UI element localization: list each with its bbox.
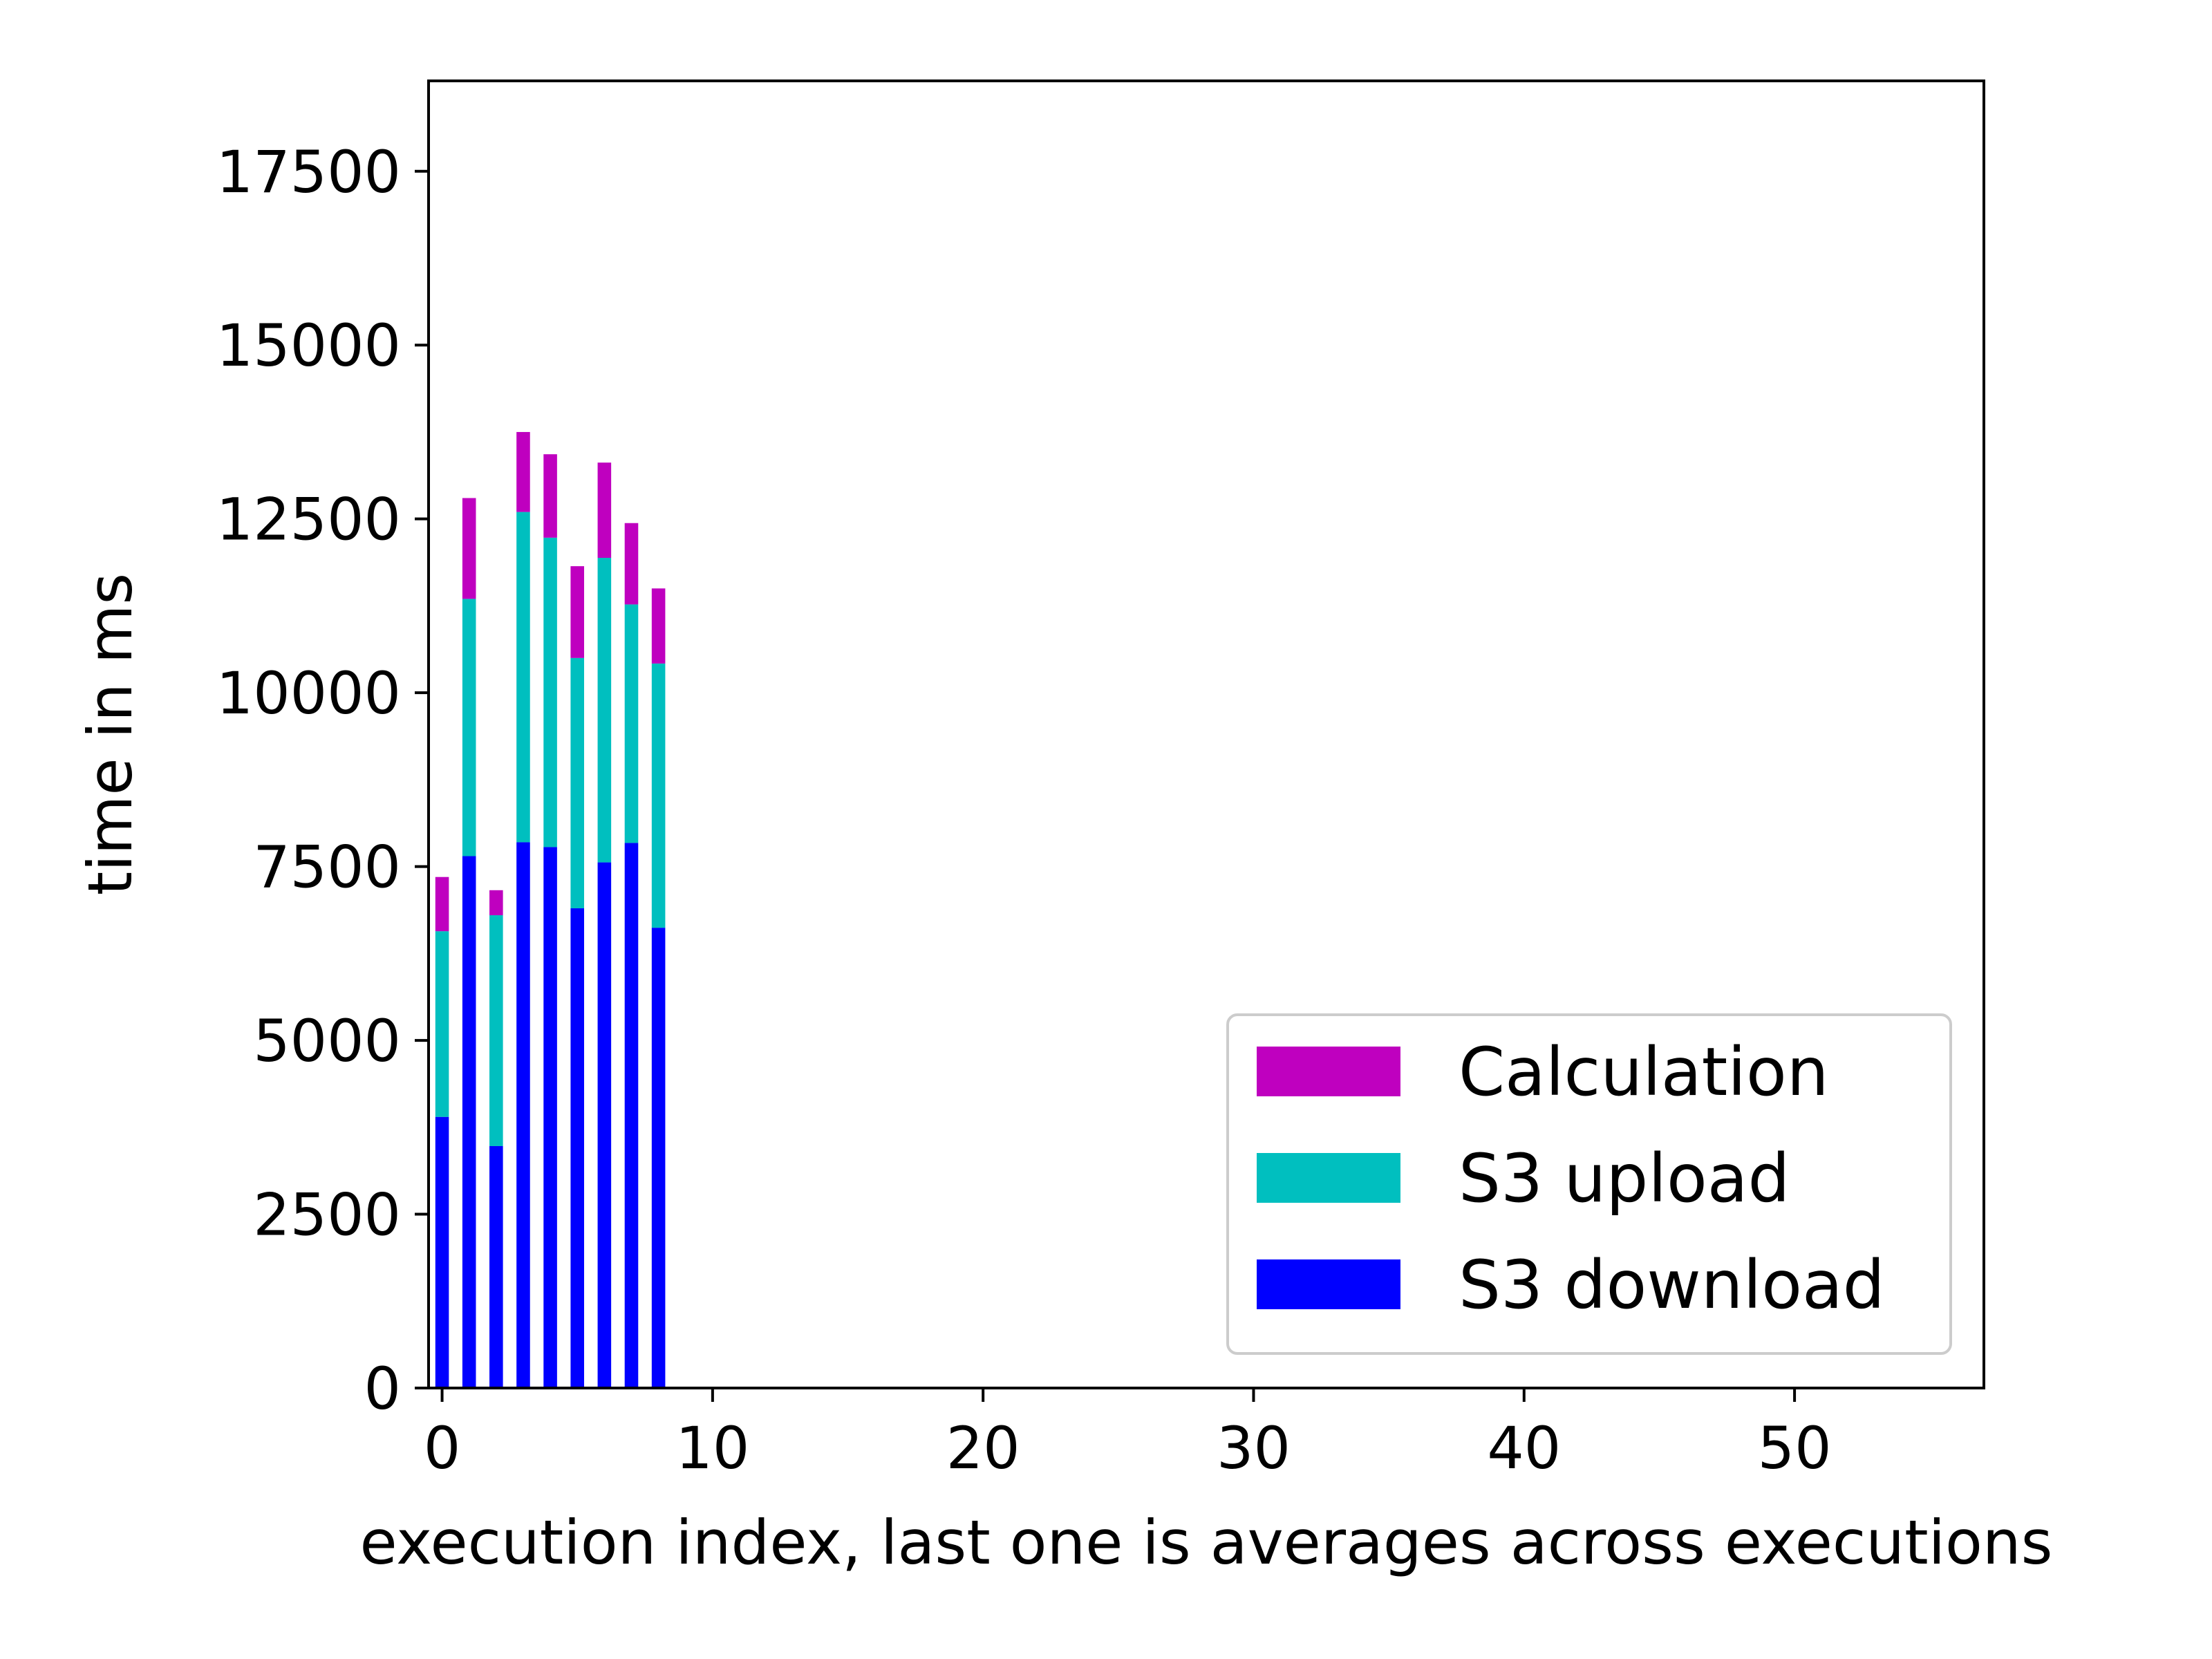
x-tick-label: 10	[675, 1414, 749, 1482]
bar-s3-upload-8	[651, 663, 666, 928]
bar-calculation-5	[570, 566, 584, 658]
bar-s3-upload-3	[516, 512, 530, 843]
plot-frame	[427, 79, 1985, 1389]
legend-swatch-s3-download	[1257, 1259, 1400, 1309]
bar-calculation-7	[624, 523, 639, 605]
bar-s3-download-8	[651, 928, 666, 1388]
bar-calculation-3	[516, 431, 530, 512]
bar-s3-upload-4	[543, 537, 557, 847]
y-tick-label: 15000	[216, 312, 401, 379]
legend-label: Calculation	[1459, 1033, 1829, 1111]
legend-swatch-s3-upload	[1257, 1153, 1400, 1203]
y-tick-label: 7500	[253, 834, 401, 901]
bar-s3-download-0	[435, 1116, 449, 1388]
legend-label: S3 upload	[1459, 1140, 1790, 1217]
bar-s3-download-2	[489, 1145, 503, 1388]
bar-s3-download-5	[570, 908, 584, 1388]
bar-calculation-0	[435, 877, 449, 932]
x-tick-label: 20	[946, 1414, 1020, 1482]
x-tick-label: 0	[424, 1414, 460, 1482]
x-tick-label: 30	[1217, 1414, 1291, 1482]
y-axis-label: time in ms	[75, 573, 146, 896]
legend-frame	[1226, 1013, 1952, 1355]
x-axis-label: execution index, last one is averages ac…	[359, 1507, 2052, 1578]
bar-calculation-6	[597, 462, 612, 559]
bar-calculation-8	[651, 588, 666, 664]
bar-s3-download-7	[624, 843, 639, 1388]
y-tick-label: 5000	[253, 1007, 401, 1075]
bar-s3-upload-0	[435, 931, 449, 1117]
bar-calculation-2	[489, 890, 503, 916]
legend-swatch-calculation	[1257, 1047, 1400, 1096]
bar-s3-download-3	[516, 842, 530, 1388]
y-axis: 0 2500 5000 7500 10000 12500 15000 17500	[216, 138, 429, 1423]
bar-s3-download-4	[543, 847, 557, 1388]
y-tick-label: 2500	[253, 1181, 401, 1249]
legend: Calculation S3 upload S3 download	[1226, 1013, 1952, 1355]
x-tick-label: 40	[1487, 1414, 1561, 1482]
bar-s3-upload-1	[462, 599, 476, 856]
bar-s3-upload-5	[570, 657, 584, 908]
y-tick-label: 12500	[216, 486, 401, 554]
bar-s3-upload-7	[624, 604, 639, 843]
bar-s3-upload-2	[489, 915, 503, 1146]
legend-label: S3 download	[1459, 1246, 1885, 1324]
y-tick-label: 10000	[216, 659, 401, 727]
bar-calculation-4	[543, 454, 557, 538]
bar-s3-download-1	[462, 856, 476, 1388]
y-tick-label: 17500	[216, 138, 401, 206]
bar-s3-upload-6	[597, 558, 612, 863]
y-tick-label: 0	[364, 1355, 401, 1423]
x-tick-label: 50	[1758, 1414, 1832, 1482]
bar-s3-download-6	[597, 862, 612, 1388]
bar-calculation-1	[462, 498, 476, 599]
bar-group	[435, 431, 666, 1388]
x-axis: 0 10 20 30 40 50	[424, 1388, 1832, 1482]
